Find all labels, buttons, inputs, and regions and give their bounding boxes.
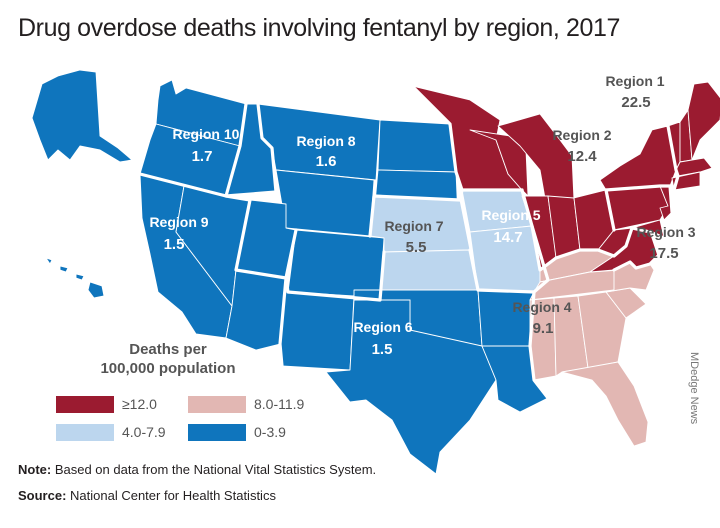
alaska-state	[31, 69, 133, 163]
kansas-state	[379, 249, 479, 291]
legend-swatch-mid-low	[56, 423, 114, 441]
source-prefix: Source:	[18, 488, 67, 503]
region-5-value: 14.7	[493, 229, 522, 246]
maine-state	[687, 81, 720, 161]
legend-item-mid-high: 8.0-11.9	[188, 394, 304, 414]
legend-item-mid-low: 4.0-7.9	[56, 422, 166, 442]
region-3-value: 17.5	[649, 245, 678, 262]
region-1-label: Region 1	[605, 73, 664, 89]
legend-swatch-mid-high	[188, 395, 246, 413]
note-line: Note: Based on data from the National Vi…	[18, 462, 376, 477]
north-dakota-state	[377, 119, 457, 173]
legend-title-line-1: Deaths per	[129, 341, 207, 358]
credit-watermark: MDedge News	[688, 352, 700, 425]
region-9-value: 1.5	[164, 236, 185, 253]
legend-label-low: 0-3.9	[254, 424, 286, 440]
florida-state	[561, 361, 649, 447]
page-title: Drug overdose deaths involving fentanyl …	[18, 14, 621, 42]
region-10-states	[31, 69, 277, 197]
region-8-states	[235, 103, 459, 301]
region-6-value: 1.5	[372, 341, 393, 358]
region-4-value: 9.1	[533, 320, 554, 337]
legend-label-mid-high: 8.0-11.9	[254, 396, 305, 412]
note-text: Based on data from the National Vital St…	[51, 462, 377, 477]
legend-title-line-2: 100,000 population	[100, 360, 236, 377]
region-5-label: Region 5	[481, 207, 540, 223]
wyoming-state	[275, 169, 375, 237]
region-3-label: Region 3	[636, 224, 695, 240]
region-10-label: Region 10	[173, 126, 240, 142]
legend-swatch-high	[56, 395, 114, 413]
source-text: National Center for Health Statistics	[66, 488, 276, 503]
region-borders	[138, 84, 680, 400]
region-2-label: Region 2	[552, 127, 611, 143]
legend-item-low: 0-3.9	[188, 422, 286, 442]
source-line: Source: National Center for Health Stati…	[18, 488, 276, 503]
arizona-state	[225, 269, 287, 351]
colorado-state	[287, 229, 385, 301]
legend-title: Deaths per 100,000 population	[98, 340, 238, 378]
region-9-label: Region 9	[149, 214, 208, 230]
region-9-states	[45, 173, 287, 351]
region-labels: Region 10 1.7 Region 8 1.6 Region 9 1.5 …	[149, 73, 695, 358]
region-10-value: 1.7	[192, 148, 213, 165]
region-6-states	[279, 277, 549, 475]
hawaii-islands	[45, 257, 105, 299]
legend-swatch-low	[188, 423, 246, 441]
legend-label-high: ≥12.0	[122, 396, 157, 412]
region-4-label: Region 4	[512, 299, 571, 315]
note-prefix: Note:	[18, 462, 52, 477]
legend-item-high: ≥12.0	[56, 394, 157, 414]
legend-label-mid-low: 4.0-7.9	[122, 424, 166, 440]
region-6-label: Region 6	[353, 319, 412, 335]
region-2-value: 12.4	[567, 148, 597, 165]
region-8-label: Region 8	[296, 133, 355, 149]
region-7-value: 5.5	[406, 239, 427, 256]
georgia-state	[577, 291, 627, 369]
region-8-value: 1.6	[316, 153, 337, 170]
region-7-label: Region 7	[384, 218, 443, 234]
texas-state	[325, 299, 497, 475]
region-1-value: 22.5	[621, 94, 650, 111]
